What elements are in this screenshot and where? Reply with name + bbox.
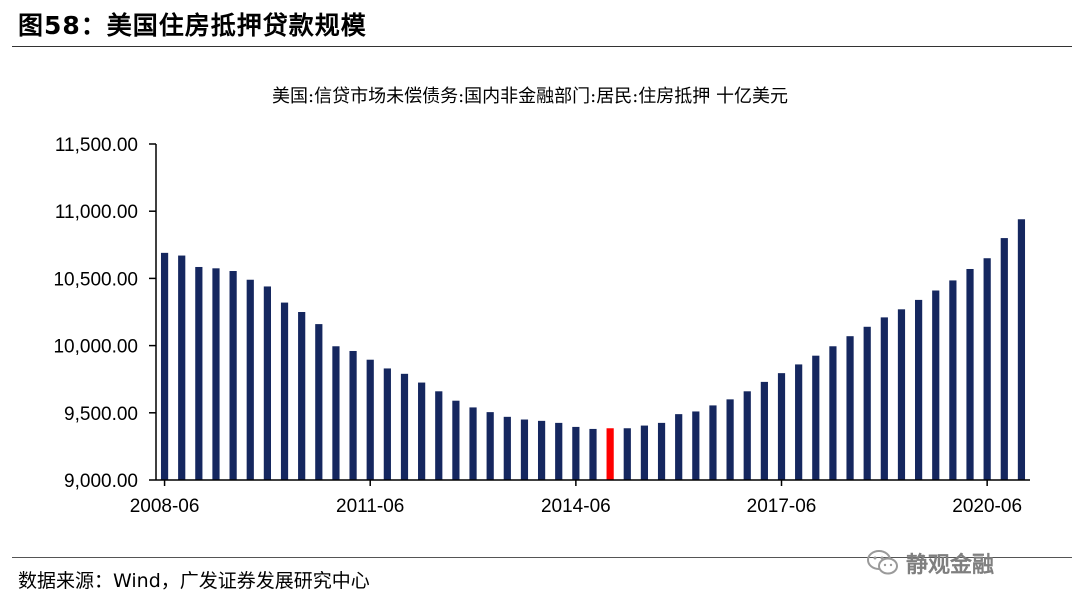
bar	[949, 280, 957, 480]
bar	[709, 405, 717, 480]
bar	[589, 428, 597, 480]
y-tick-label: 11,000.00	[55, 202, 138, 223]
bar	[675, 414, 683, 480]
bar	[349, 350, 357, 480]
x-tick-label: 2011-06	[336, 496, 404, 517]
bars	[160, 219, 1026, 480]
bar	[332, 346, 340, 480]
x-tick-label: 2008-06	[130, 496, 200, 517]
bar	[572, 426, 580, 480]
bar	[486, 412, 494, 480]
title-divider	[12, 46, 1072, 47]
y-axis: 9,000.00 9,500.00 10,000.00 10,500.00 11,000…	[53, 135, 157, 492]
x-tick-label: 2020-06	[952, 496, 1022, 517]
data-source: 数据来源：Wind，广发证券发展研究中心	[18, 570, 370, 592]
bar	[863, 326, 871, 480]
watermark: 静观金融	[866, 545, 994, 581]
x-axis: 2008-06 2011-06 2014-06 2017-06 2020-06	[130, 479, 1030, 517]
bar	[160, 252, 169, 480]
bar	[503, 416, 511, 480]
bar	[537, 420, 546, 480]
bar	[383, 368, 391, 480]
bar	[983, 258, 991, 480]
figure-title: 图58：美国住房抵押贷款规模	[18, 11, 367, 40]
bar	[640, 425, 649, 480]
bar	[229, 271, 237, 480]
bar	[880, 317, 888, 480]
chart-title: 美国:信贷市场未偿债务:国内非金融部门:居民:住房抵押 十亿美元	[272, 86, 788, 107]
bar	[366, 359, 374, 480]
bar	[555, 422, 563, 480]
bar	[692, 411, 700, 480]
bar	[315, 324, 323, 480]
x-tick-label: 2014-06	[541, 496, 611, 517]
bar	[263, 286, 271, 480]
y-tick-label: 11,500.00	[55, 135, 138, 156]
bar	[195, 266, 203, 480]
bar	[932, 290, 940, 480]
bar-highlight	[606, 428, 614, 480]
bar	[623, 428, 631, 480]
watermark-text: 静观金融	[906, 553, 995, 578]
y-tick-label: 10,500.00	[53, 269, 138, 290]
bar	[298, 312, 306, 480]
bar	[1017, 219, 1026, 480]
bar	[743, 391, 751, 480]
bar	[657, 422, 666, 480]
bar	[726, 399, 734, 480]
bar	[829, 346, 837, 480]
bar-chart: 美国:信贷市场未偿债务:国内非金融部门:居民:住房抵押 十亿美元 9,000.0…	[53, 86, 1030, 517]
bar	[246, 279, 254, 480]
bar	[520, 419, 529, 480]
bar	[966, 268, 974, 480]
bar	[795, 364, 803, 480]
x-tick-label: 2017-06	[747, 496, 817, 517]
bar	[469, 407, 477, 480]
source-divider	[12, 557, 1072, 558]
y-tick-label: 10,000.00	[53, 337, 138, 358]
bar	[452, 400, 460, 480]
bar	[400, 373, 409, 480]
bar	[915, 299, 923, 480]
bar	[777, 373, 786, 480]
y-tick-label: 9,000.00	[64, 471, 138, 492]
bar	[812, 355, 820, 480]
bar	[435, 391, 443, 480]
bar	[897, 309, 906, 480]
bar	[178, 255, 186, 480]
bar	[280, 302, 289, 480]
y-tick-label: 9,500.00	[64, 404, 138, 425]
bar	[418, 382, 426, 480]
bar	[846, 336, 854, 480]
bar	[760, 381, 768, 480]
wechat-icon	[867, 550, 898, 575]
bar	[1000, 238, 1008, 480]
bar	[212, 268, 220, 480]
